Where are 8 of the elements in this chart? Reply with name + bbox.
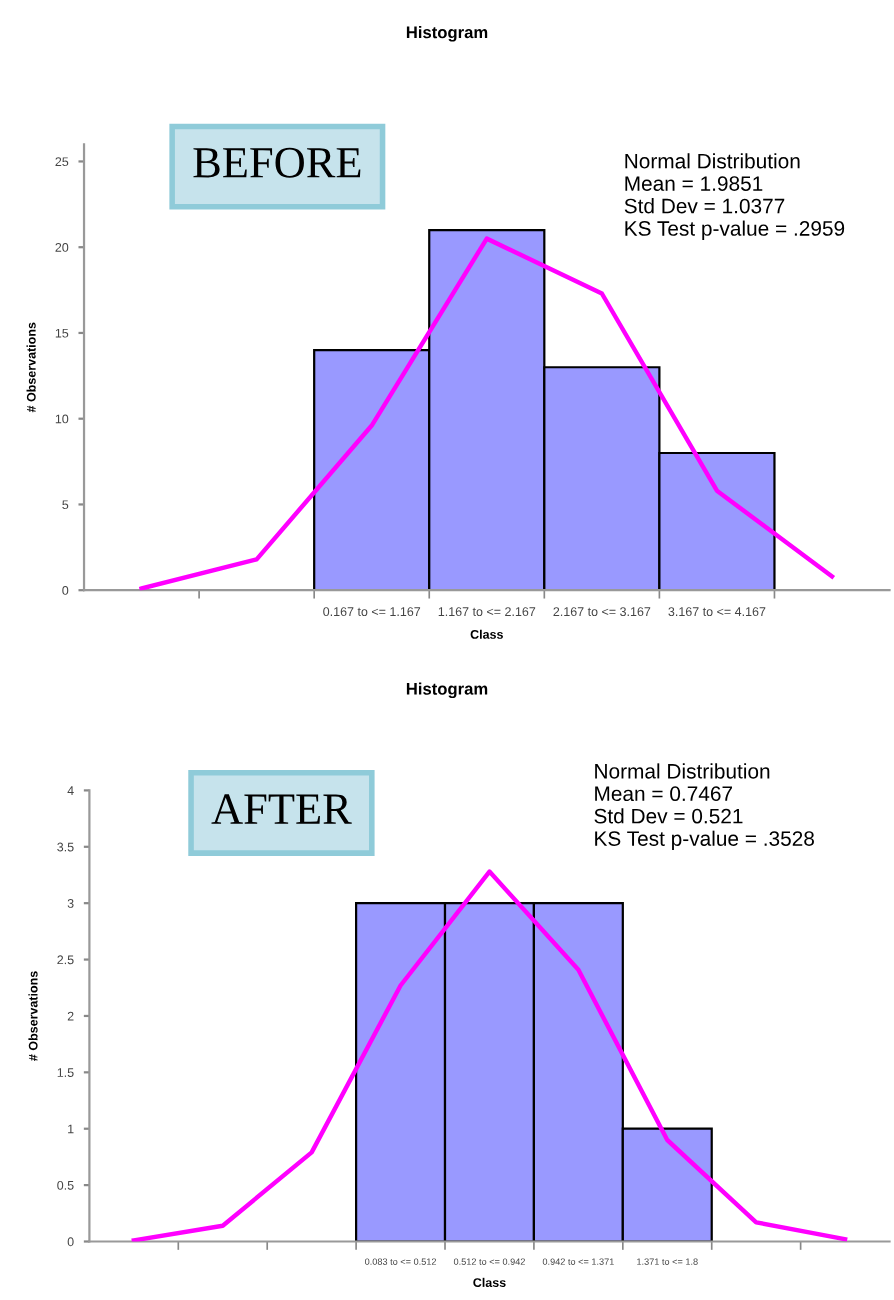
annotation: Normal Distribution Mean = 1.9851 Std Dev = 1.0377 KS Test p-value = .2959 (624, 153, 845, 240)
line-series (131, 869, 848, 1242)
annotation: BEFORE (193, 147, 361, 178)
annotation: Normal Distribution Mean = 0.7467 Std Dev = 0.521 KS Test p-value = .3528 (594, 763, 814, 851)
chart-title: Histogram (406, 26, 488, 42)
annotation: AFTER (211, 794, 352, 824)
line-series (139, 236, 835, 591)
chart-title: Histogram (406, 682, 488, 699)
